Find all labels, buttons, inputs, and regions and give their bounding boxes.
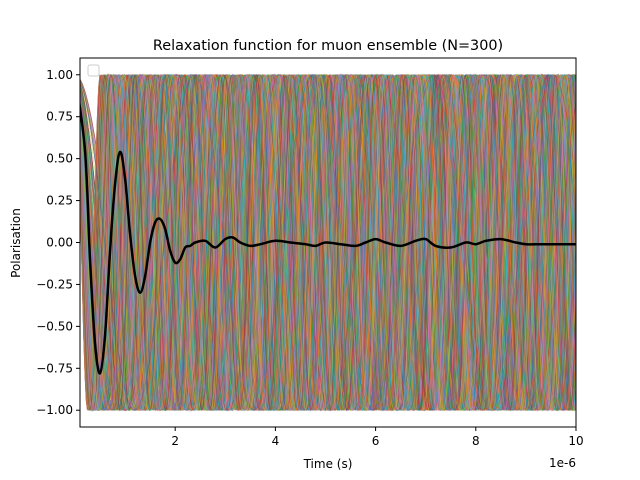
ensemble-lines [80,73,576,412]
y-tick-label: 0.75 [46,110,73,124]
ensemble-line [80,74,576,411]
x-tick-label: 4 [272,434,280,448]
ensemble-line [80,73,576,412]
legend-box [87,64,100,77]
x-axis: 2 4 6 8 10 [171,427,584,448]
x-tick-label: 10 [568,434,583,448]
y-tick-label: −0.50 [36,319,73,333]
y-tick-label: 0.50 [46,152,73,166]
x-offset-label: 1e-6 [549,456,576,470]
y-tick-label: −0.75 [36,361,73,375]
x-axis-label: Time (s) [303,457,353,471]
y-tick-label: −1.00 [36,403,73,417]
y-tick-label: 1.00 [46,68,73,82]
x-tick-label: 6 [372,434,380,448]
ensemble-line [80,73,576,412]
y-tick-label: −0.25 [36,277,73,291]
y-tick-label: 0.25 [46,194,73,208]
x-tick-label: 8 [472,434,480,448]
chart-title: Relaxation function for muon ensemble (N… [153,38,503,54]
ensemble-line [80,74,576,411]
y-tick-label: 0.00 [46,236,73,250]
average-series [80,99,576,375]
y-axis: −1.00 −0.75 −0.50 −0.25 0.00 0.25 0.50 0.75 1.00 [36,68,80,417]
y-axis-label: Polarisation [9,208,23,278]
ensemble-line [80,74,576,411]
ensemble-line [80,74,576,411]
x-tick-label: 2 [171,434,179,448]
ensemble-line [80,74,576,411]
ensemble-line [80,74,576,412]
average-polarisation-line [80,99,576,375]
ensemble-line [80,73,576,412]
